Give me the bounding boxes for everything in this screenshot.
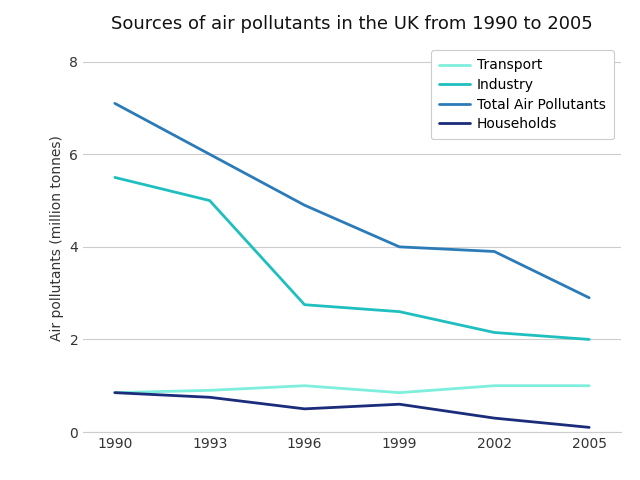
Industry [301,302,308,308]
Total Air Pollutants [586,295,593,300]
Line: Industry: Industry [115,178,589,339]
Total Air Pollutants [490,249,498,254]
Households [206,395,214,400]
Households [586,424,593,430]
Industry [586,336,593,342]
Line: Transport: Transport [115,386,589,393]
Industry [206,198,214,204]
Households [490,415,498,421]
Transport [206,387,214,393]
Total Air Pollutants [301,203,308,208]
Transport [586,383,593,389]
Industry [490,330,498,336]
Line: Total Air Pollutants: Total Air Pollutants [115,103,589,298]
Households [301,406,308,412]
Total Air Pollutants [396,244,403,250]
Transport [396,390,403,396]
Industry [396,309,403,314]
Transport [301,383,308,389]
Y-axis label: Air pollutants (million tonnes): Air pollutants (million tonnes) [50,135,64,340]
Industry [111,175,118,180]
Legend: Transport, Industry, Total Air Pollutants, Households: Transport, Industry, Total Air Pollutant… [431,50,614,140]
Line: Households: Households [115,393,589,427]
Households [396,401,403,407]
Total Air Pollutants [206,151,214,157]
Households [111,390,118,396]
Transport [490,383,498,389]
Total Air Pollutants [111,100,118,106]
Title: Sources of air pollutants in the UK from 1990 to 2005: Sources of air pollutants in the UK from… [111,15,593,33]
Transport [111,390,118,396]
